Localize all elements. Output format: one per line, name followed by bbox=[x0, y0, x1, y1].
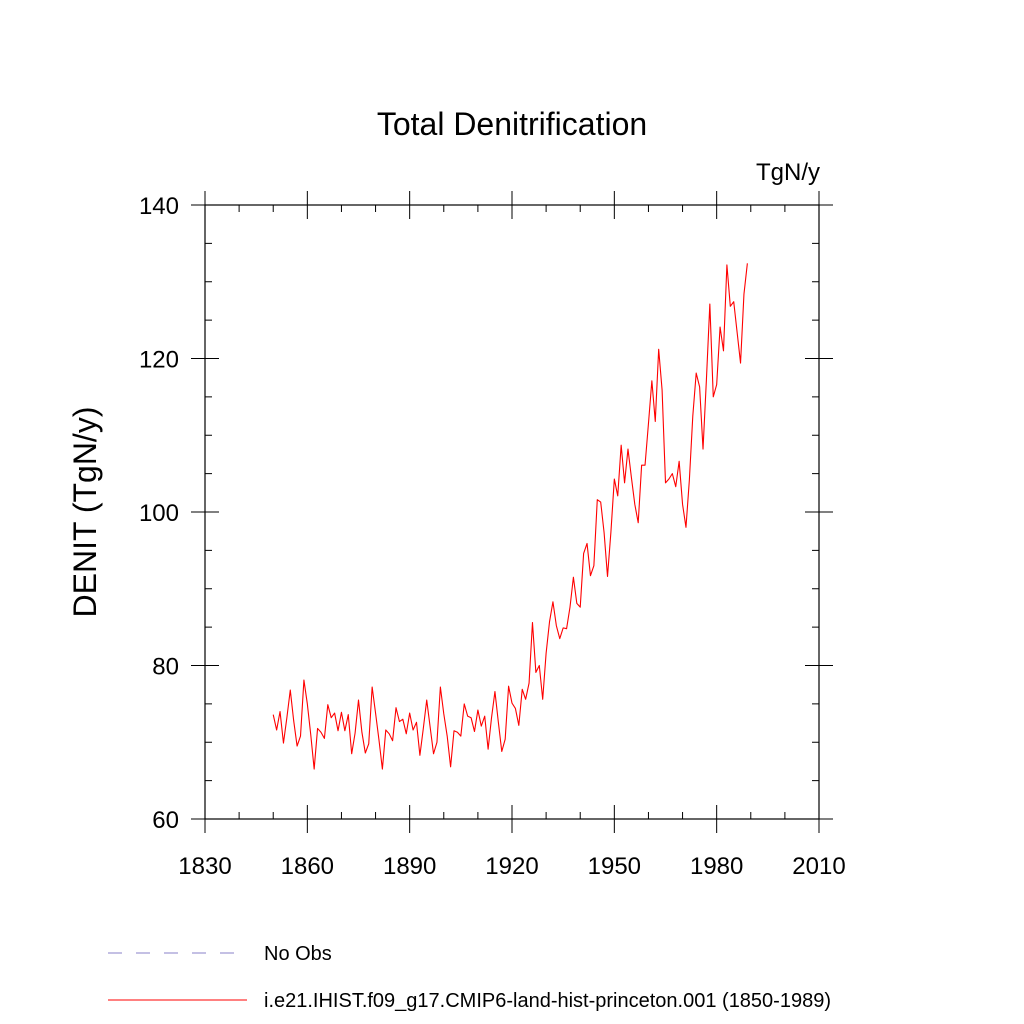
x-tick-label: 1860 bbox=[281, 853, 334, 880]
y-tick-label: 60 bbox=[152, 807, 179, 834]
legend-label: i.e21.IHIST.f09_g17.CMIP6-land-hist-prin… bbox=[264, 990, 831, 1012]
y-tick-label: 80 bbox=[152, 654, 179, 681]
x-tick-label: 1920 bbox=[485, 853, 538, 880]
chart-title: Total Denitrification bbox=[377, 106, 647, 142]
x-tick-label: 1980 bbox=[690, 853, 743, 880]
y-tick-label: 120 bbox=[139, 347, 179, 374]
axis-ticks: 1830 1860 1890 1920 1950 1980 2010 60 80 100 120 14… bbox=[139, 191, 846, 880]
x-tick-label: 2010 bbox=[792, 853, 845, 880]
legend-label: No Obs bbox=[264, 943, 332, 965]
series-line bbox=[272, 263, 748, 770]
x-tick-label: 1890 bbox=[383, 853, 436, 880]
y-tick-label: 100 bbox=[139, 500, 179, 527]
x-tick-label: 1830 bbox=[178, 853, 231, 880]
y-tick-label: 140 bbox=[139, 193, 179, 220]
plot-frame bbox=[204, 204, 820, 820]
y-axis-label: DENIT (TgN/y) bbox=[67, 407, 103, 618]
units-label: TgN/y bbox=[756, 159, 820, 186]
legend: No Obs i.e21.IHIST.f09_g17.CMIP6-land-his… bbox=[108, 943, 831, 1012]
x-tick-label: 1950 bbox=[588, 853, 641, 880]
series-group bbox=[272, 263, 748, 770]
